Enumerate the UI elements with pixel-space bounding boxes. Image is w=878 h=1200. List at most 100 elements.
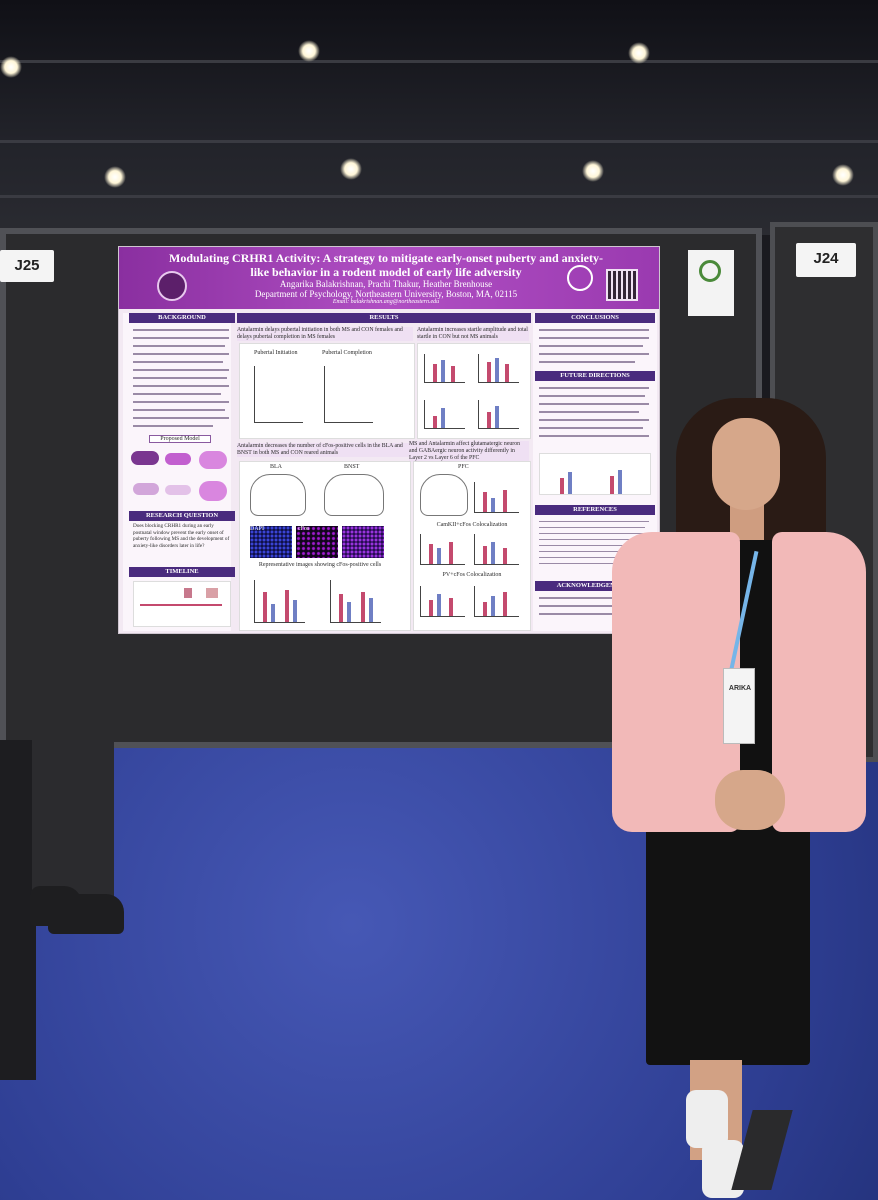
bar-chart <box>420 586 465 617</box>
bar <box>369 598 373 622</box>
text-line <box>133 425 213 427</box>
text-line <box>539 563 635 564</box>
bar <box>429 544 433 564</box>
representative-images-caption: Representative images showing cFos-posit… <box>258 562 382 568</box>
university-seal-icon <box>157 271 187 301</box>
text-line <box>539 427 643 429</box>
board-qr-tag <box>688 250 734 316</box>
bar <box>491 542 495 564</box>
model-node <box>199 451 227 469</box>
lab-logo-icon <box>567 265 593 291</box>
ceiling-light <box>832 164 854 186</box>
text-line <box>539 387 649 389</box>
bar-chart <box>478 354 519 383</box>
bar <box>487 412 491 428</box>
bar <box>491 498 495 512</box>
text-line <box>539 337 649 339</box>
text-line <box>133 345 225 347</box>
finding-3: Antalarmin decreases the number of cFos-… <box>237 443 413 457</box>
booth-sign-right: J24 <box>796 243 856 277</box>
bystander-legs <box>32 740 114 900</box>
presenter-blazer-right <box>772 532 866 832</box>
proposed-model-label: Proposed Model <box>149 435 211 443</box>
model-node <box>165 453 191 465</box>
pubertal-completion-label: Pubertal Completion <box>322 350 372 356</box>
bar-chart <box>424 400 465 429</box>
bar <box>293 600 297 622</box>
model-node <box>133 483 159 495</box>
text-line <box>133 353 229 355</box>
bar <box>451 366 455 382</box>
bar <box>618 470 622 494</box>
booth-sign-left: J25 <box>0 250 54 282</box>
bar <box>433 416 437 428</box>
bar-chart <box>474 482 519 513</box>
background-heading: BACKGROUND <box>129 313 235 323</box>
ceiling-light <box>104 166 126 188</box>
bar <box>483 546 487 564</box>
bar <box>483 492 487 512</box>
merged-micrograph <box>342 526 384 558</box>
text-line <box>539 527 645 528</box>
model-node <box>131 451 159 465</box>
camk-label: CamKII+cFos Colocalization <box>436 522 508 528</box>
text-line <box>539 395 645 397</box>
bar <box>503 490 507 512</box>
finding-2: Antalarmin increases startle amplitude a… <box>417 327 529 341</box>
text-line <box>539 551 643 552</box>
pubertal-initiation-label: Pubertal Initiation <box>254 350 298 356</box>
text-line <box>539 403 649 405</box>
bar-chart <box>474 534 519 565</box>
text-line <box>133 369 229 371</box>
bar <box>449 542 453 564</box>
bar <box>433 364 437 382</box>
bar <box>263 592 267 622</box>
bar <box>560 478 564 494</box>
model-node <box>199 481 227 501</box>
bar-chart <box>478 400 519 429</box>
text-line <box>539 345 643 347</box>
ceiling-light <box>628 42 650 64</box>
text-line <box>539 419 649 421</box>
ceiling-beam <box>0 60 878 63</box>
timeline-heading: TIMELINE <box>129 567 235 577</box>
ceiling-beam <box>0 140 878 143</box>
acknowledgements-heading: ACKNOWLEDGEMENTS <box>535 581 655 591</box>
text-line <box>133 337 229 339</box>
cfos-micrograph <box>296 526 338 558</box>
timeline-image <box>206 588 218 598</box>
text-line <box>539 613 649 615</box>
results-heading: RESULTS <box>237 313 531 323</box>
bar <box>449 598 453 616</box>
text-line <box>133 417 229 419</box>
bar-chart <box>330 580 381 623</box>
text-line <box>133 329 229 331</box>
author-affiliation: Department of Psychology, Northeastern U… <box>254 289 518 299</box>
bar <box>483 602 487 616</box>
bar <box>441 360 445 382</box>
badge-icon <box>699 260 721 282</box>
text-line <box>539 605 643 607</box>
scatter-plot <box>254 366 303 423</box>
bar <box>568 472 572 494</box>
exhibit-hall-ceiling <box>0 0 878 235</box>
presenter-hands <box>715 770 785 830</box>
bar <box>503 548 507 564</box>
future-directions-heading: FUTURE DIRECTIONS <box>535 371 655 381</box>
finding-1: Antalarmin delays pubertal initiation in… <box>237 327 413 341</box>
puberty-figure: Pubertal Initiation Pubertal Completion <box>239 343 415 439</box>
bar <box>610 476 614 494</box>
bar-chart <box>424 354 465 383</box>
scatter-plot <box>324 366 373 423</box>
research-question-text: Does blocking CRHR1 during an early post… <box>133 523 230 549</box>
bar <box>491 596 495 616</box>
text-line <box>133 401 229 403</box>
text-line <box>539 361 635 363</box>
text-line <box>539 533 649 534</box>
bar <box>339 594 343 622</box>
bar <box>495 358 499 382</box>
text-line <box>539 353 649 355</box>
text-line <box>539 539 639 540</box>
references-heading: REFERENCES <box>535 505 655 515</box>
author-names: Angarika Balakrishnan, Prachi Thakur, He… <box>279 279 493 289</box>
